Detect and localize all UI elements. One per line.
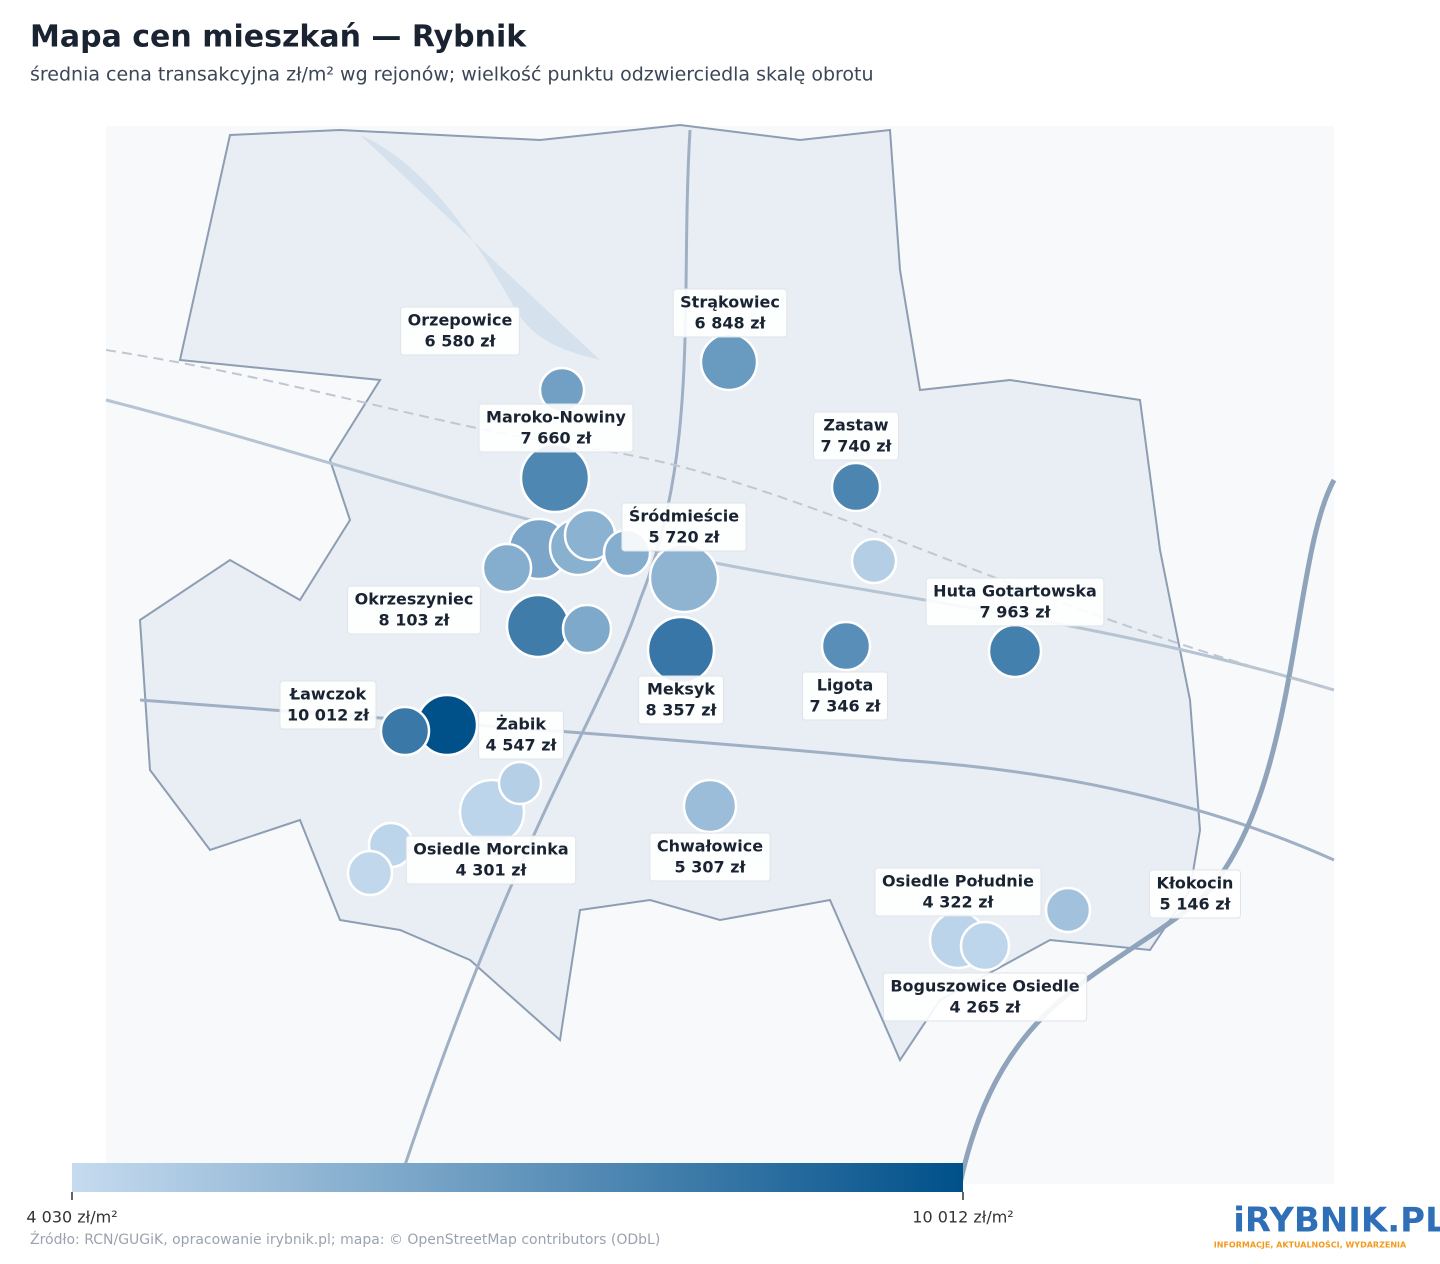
- label-box: [672, 288, 788, 338]
- region-label: Zastaw 7 740 zł: [813, 411, 899, 461]
- label-box: [478, 710, 564, 760]
- label-box: [649, 832, 771, 882]
- region-name: Chwałowice: [657, 837, 763, 856]
- region-name: Huta Gotartowska: [933, 582, 1097, 601]
- region-name: Śródmieście: [629, 507, 739, 526]
- region-price: 8 103 zł: [379, 611, 451, 630]
- subtitle: średnia cena transakcyjna zł/m² wg rejon…: [30, 64, 874, 86]
- logo: iRYBNIK.PL: [1233, 1201, 1440, 1241]
- region-price: 10 012 zł: [287, 706, 370, 725]
- region-label: Chwałowice 5 307 zł: [649, 832, 771, 882]
- label-box: [802, 671, 888, 721]
- label-box: [638, 675, 724, 725]
- region-price: 5 720 zł: [649, 528, 721, 547]
- region-name: Osiedle Morcinka: [413, 840, 568, 859]
- label-box: [347, 585, 481, 635]
- bubble: [497, 760, 543, 806]
- label-box: [621, 502, 747, 552]
- region-name: Okrzeszyniec: [355, 590, 474, 609]
- bubble: [346, 849, 394, 897]
- bubble: [987, 623, 1043, 679]
- label-box: [813, 411, 899, 461]
- bubble: [519, 442, 591, 514]
- region-name: Kłokocin: [1157, 874, 1234, 893]
- title: Mapa cen mieszkań — Rybnik: [30, 20, 527, 55]
- source: Źródło: RCN/GUGiK, opracowanie irybnik.p…: [30, 1230, 660, 1248]
- label-box: [400, 306, 520, 356]
- region-label: Strąkowiec 6 848 zł: [672, 288, 788, 338]
- bubble: [850, 537, 898, 585]
- region-name: Żabik: [496, 715, 546, 734]
- region-label: Maroko-Nowiny 7 660 zł: [478, 403, 634, 453]
- region-price: 4 301 zł: [456, 861, 528, 880]
- basemap: [105, 123, 1337, 1185]
- region-label: Ławczok 10 012 zł: [279, 680, 377, 730]
- bubble: [959, 920, 1011, 972]
- region-name: Orzepowice: [408, 311, 513, 330]
- region-label: Osiedle Morcinka 4 301 zł: [405, 835, 577, 885]
- region-label: Ligota 7 346 zł: [802, 671, 888, 721]
- region-price: 7 346 zł: [810, 697, 882, 716]
- label-box: [874, 867, 1042, 917]
- bubble: [682, 778, 738, 834]
- region-price: 7 963 zł: [980, 603, 1052, 622]
- label-box: [405, 835, 577, 885]
- region-label: Osiedle Południe 4 322 zł: [874, 867, 1042, 917]
- region-label: Śródmieście 5 720 zł: [621, 502, 747, 552]
- region-label: Kłokocin 5 146 zł: [1149, 869, 1241, 919]
- bubble: [699, 332, 759, 392]
- bubble: [561, 603, 613, 655]
- region-name: Ligota: [817, 676, 874, 695]
- region-price: 6 848 zł: [695, 314, 767, 333]
- region-price: 7 660 zł: [521, 429, 593, 448]
- region-price: 7 740 zł: [821, 437, 893, 456]
- region-price: 4 322 zł: [923, 893, 995, 912]
- bubble: [830, 461, 882, 513]
- label-box: [925, 577, 1105, 627]
- bubble: [481, 542, 533, 594]
- region-name: Zastaw: [823, 416, 888, 435]
- bubble: [646, 615, 716, 685]
- label-box: [882, 972, 1088, 1022]
- label-box: [478, 403, 634, 453]
- logo-tagline: INFORMACJE, AKTUALNOŚCI, WYDARZENIA: [1214, 1239, 1407, 1250]
- region-name: Osiedle Południe: [882, 872, 1034, 891]
- region-price: 4 547 zł: [486, 736, 558, 755]
- region-label: Orzepowice 6 580 zł: [400, 306, 520, 356]
- region-label: Huta Gotartowska 7 963 zł: [925, 577, 1105, 627]
- region-name: Meksyk: [647, 680, 715, 699]
- colorbar-label: 10 012 zł/m²: [912, 1208, 1013, 1227]
- region-price: 6 580 zł: [425, 332, 497, 351]
- region-price: 4 265 zł: [950, 998, 1022, 1017]
- region-label: Okrzeszyniec 8 103 zł: [347, 585, 481, 635]
- region-price: 5 146 zł: [1160, 895, 1232, 914]
- region-name: Boguszowice Osiedle: [890, 977, 1079, 996]
- label-box: [279, 680, 377, 730]
- region-name: Ławczok: [289, 685, 367, 704]
- region-label: Żabik 4 547 zł: [478, 710, 564, 760]
- bubble: [820, 620, 872, 672]
- label-box: [1149, 869, 1241, 919]
- region-name: Strąkowiec: [680, 293, 780, 312]
- region-label: Boguszowice Osiedle 4 265 zł: [882, 972, 1088, 1022]
- bubble: [648, 542, 720, 614]
- region-price: 8 357 zł: [646, 701, 718, 720]
- region-name: Maroko-Nowiny: [486, 408, 626, 427]
- colorbar: [72, 1163, 963, 1192]
- region-label: Meksyk 8 357 zł: [638, 675, 724, 725]
- bubble: [379, 705, 431, 757]
- region-price: 5 307 zł: [675, 858, 747, 877]
- bubble: [1044, 886, 1092, 934]
- colorbar-label: 4 030 zł/m²: [26, 1208, 117, 1227]
- bubble: [505, 593, 571, 659]
